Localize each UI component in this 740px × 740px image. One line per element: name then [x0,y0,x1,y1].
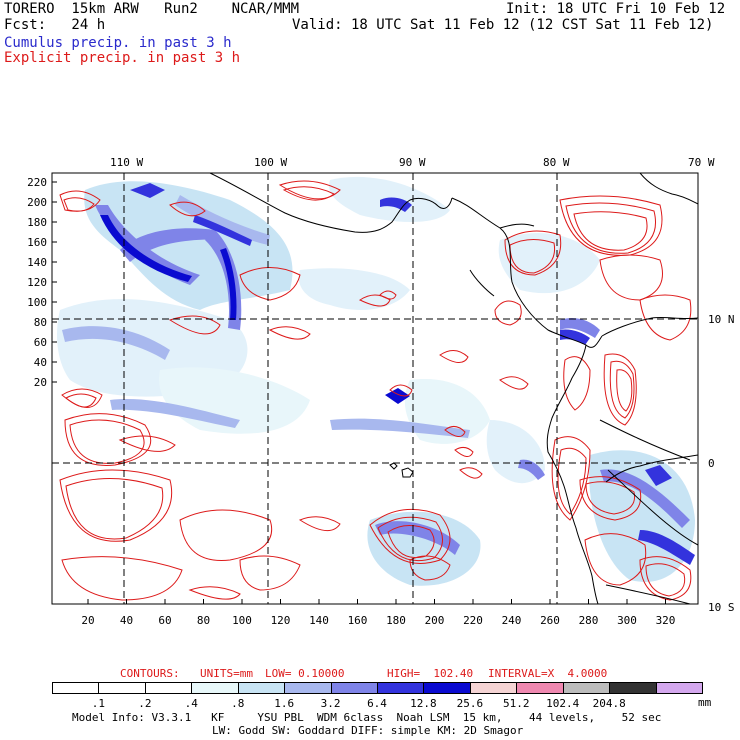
map-frame [51,172,699,605]
y-tick-label: 120 [27,276,47,289]
physics-info: LW: Godd SW: Goddard DIFF: simple KM: 2D… [212,724,524,737]
contour-low: LOW= 0.10000 [265,667,345,680]
colorbar-label: 102.4 [546,697,580,710]
colorbar-label: 25.6 [456,697,484,710]
colorbar-swatch [609,682,657,694]
x-tick-label: 60 [158,614,171,627]
colorbar-label: 51.2 [503,697,530,710]
lat-label-10s: 10 S [708,601,735,614]
y-tick-label: 140 [27,256,47,269]
colorbar-swatch [237,682,286,694]
lon-label-90w: 90 W [399,156,426,169]
model-run-title: TORERO 15km ARW Run2 NCAR/MMM [4,1,300,17]
model-info: Model Info: V3.3.1 KF YSU PBL WDM 6class… [72,711,662,724]
colorbar-label: .4 [184,697,198,710]
x-tick-label: 80 [197,614,210,627]
init-time: Init: 18 UTC Fri 10 Feb 12 [506,1,726,17]
y-tick-label: 180 [27,216,47,229]
colorbar-label: 6.4 [367,697,387,710]
valid-time: Valid: 18 UTC Sat 11 Feb 12 (12 CST Sat … [292,17,714,33]
lon-label-80w: 80 W [543,156,570,169]
x-tick-label: 180 [386,614,406,627]
colorbar-swatch [98,682,146,694]
axis-ticks [52,181,666,604]
x-tick-label: 240 [502,614,522,627]
explicit-precip-contours [59,180,692,601]
legend-cumulus: Cumulus precip. in past 3 h [4,35,232,51]
y-tick-label: 40 [34,356,47,369]
x-tick-label: 40 [120,614,133,627]
colorbar-swatch [284,682,332,694]
colorbar-label: 12.8 [410,697,437,710]
y-tick-label: 220 [27,176,47,189]
x-tick-label: 200 [425,614,445,627]
x-tick-label: 160 [348,614,368,627]
lat-label-0: 0 [708,457,715,470]
lat-lon-grid [52,173,698,604]
coastline [209,173,698,604]
lat-label-10n: 10 N [708,313,735,326]
lon-label-70w: 70 W [688,156,715,169]
contour-high: HIGH= 102.40 [387,667,474,680]
contour-units: UNITS=mm [200,667,253,680]
x-tick-label: 140 [309,614,329,627]
y-tick-label: 200 [27,196,47,209]
x-tick-label: 280 [579,614,599,627]
x-tick-label: 320 [656,614,676,627]
colorbar-label: 204.8 [592,697,626,710]
y-tick-label: 160 [27,236,47,249]
colorbar-swatch [423,682,471,694]
colorbar-swatch [330,682,378,694]
precip-shading [57,176,695,586]
colorbar-swatch [562,682,611,694]
colorbar-swatch [516,682,564,694]
colorbar-label: .8 [231,697,245,710]
y-tick-label: 100 [27,296,47,309]
y-tick-label: 60 [34,336,47,349]
colorbar-swatch [377,682,425,694]
colorbar-swatch [144,682,193,694]
contour-heading: CONTOURS: [120,667,180,680]
x-tick-label: 300 [617,614,637,627]
colorbar-unit: mm [698,696,712,709]
contour-interval: INTERVAL=X 4.0000 [488,667,608,680]
colorbar-label: 3.2 [320,697,341,710]
x-tick-label: 220 [463,614,483,627]
x-tick-label: 100 [232,614,252,627]
legend-explicit: Explicit precip. in past 3 h [4,50,241,66]
colorbar-swatch [469,682,518,694]
precip-map: 110 W 100 W 90 W 80 W 70 W 10 N 0 10 S 2… [27,156,735,627]
x-tick-label: 120 [271,614,291,627]
colorbar-swatch [52,682,100,694]
x-tick-label: 20 [81,614,94,627]
y-tick-label: 80 [34,316,47,329]
colorbar-label: .2 [138,697,152,710]
y-tick-label: 20 [34,376,47,389]
x-tick-label: 260 [540,614,560,627]
colorbar-swatch [655,682,703,694]
colorbar-label: 1.6 [274,697,295,710]
lon-label-110w: 110 W [110,156,143,169]
colorbar-label: .1 [91,697,106,710]
lon-label-100w: 100 W [254,156,287,169]
colorbar-swatch [191,682,239,694]
forecast-hour: Fcst: 24 h [4,17,106,33]
